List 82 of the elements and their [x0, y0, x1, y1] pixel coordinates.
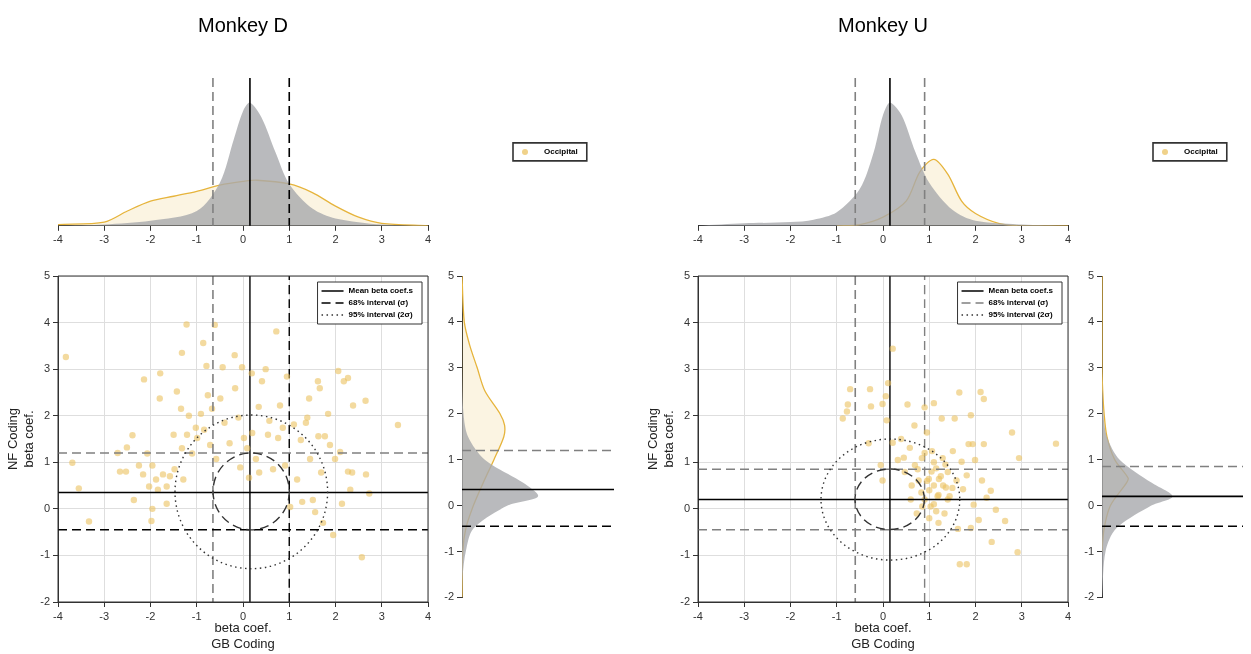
y-tick-label: 5: [1087, 269, 1094, 282]
x-tick-label: 3: [378, 233, 385, 246]
x-tick-label: 1: [286, 233, 293, 246]
y-tick-label: 4: [43, 315, 50, 328]
x-tick-label: 2: [332, 233, 339, 246]
y-tick-label: 0: [683, 501, 690, 514]
x-tick-label: 2: [972, 233, 979, 246]
y-tick-label: 5: [683, 269, 690, 282]
x-tick-label: 2: [332, 609, 339, 622]
y-tick-label: -2: [680, 595, 690, 608]
y-tick-label: 4: [1087, 314, 1094, 327]
y-tick-label: 2: [683, 408, 690, 421]
y-tick-label: -1: [444, 544, 454, 557]
x-tick-label: -2: [145, 609, 156, 622]
y-tick-label: 2: [447, 406, 454, 419]
y-tick-label: 2: [1087, 406, 1094, 419]
legend-label: 95% interval (2σ): [348, 310, 414, 320]
legend-label: 68% interval (σ): [988, 298, 1049, 308]
y-tick-label: 1: [1087, 452, 1094, 465]
y-tick-label: 4: [447, 314, 454, 327]
x-axis-title: beta coef. GB Coding: [851, 620, 915, 651]
legend-label: Occipital: [1184, 147, 1218, 157]
y-axis-title: NF Coding beta coef.: [5, 407, 36, 471]
x-tick-label: 3: [378, 609, 385, 622]
x-tick-label: 0: [239, 233, 247, 246]
y-tick-label: -2: [444, 590, 454, 603]
chart-title: Monkey U: [837, 13, 929, 36]
y-tick-label: 1: [447, 452, 454, 465]
y-tick-label: 1: [683, 455, 690, 468]
x-tick-label: -1: [191, 609, 202, 622]
y-tick-label: -2: [1084, 590, 1094, 603]
x-tick-label: 0: [879, 233, 887, 246]
x-tick-label: -4: [693, 609, 703, 622]
y-tick-label: 5: [447, 269, 454, 282]
x-tick-label: 0: [879, 609, 887, 622]
x-tick-label: -4: [53, 609, 63, 622]
x-tick-label: -2: [145, 233, 156, 246]
y-tick-label: 0: [447, 498, 454, 511]
x-tick-label: 3: [1018, 233, 1025, 246]
y-tick-label: 5: [43, 269, 50, 282]
x-tick-label: 4: [424, 233, 432, 246]
x-tick-label: -1: [831, 609, 842, 622]
legend-label: Mean beta coef.s: [348, 286, 414, 296]
x-tick-label: 2: [972, 609, 979, 622]
y-tick-label: -1: [40, 548, 50, 561]
y-tick-label: 4: [683, 315, 690, 328]
x-tick-label: 1: [926, 609, 933, 622]
y-axis-title: NF Coding beta coef.: [645, 407, 676, 471]
legend-label: Mean beta coef.s: [988, 286, 1054, 296]
y-tick-label: 3: [43, 362, 50, 375]
x-tick-label: -3: [99, 233, 110, 246]
y-tick-label: 0: [43, 501, 50, 514]
x-tick-label: -4: [53, 233, 63, 246]
x-tick-label: -3: [99, 609, 110, 622]
chart-title: Monkey D: [197, 13, 289, 36]
x-tick-label: -3: [739, 233, 750, 246]
y-tick-label: 3: [683, 362, 690, 375]
x-tick-label: -2: [785, 609, 796, 622]
y-tick-label: -1: [1084, 544, 1094, 557]
y-tick-label: 3: [447, 360, 454, 373]
y-tick-label: 2: [43, 408, 50, 421]
x-tick-label: 4: [1064, 233, 1072, 246]
x-axis-title: beta coef. GB Coding: [211, 620, 275, 651]
legend-label: Occipital: [544, 147, 578, 157]
x-tick-label: 4: [424, 609, 432, 622]
y-tick-label: 0: [1087, 498, 1094, 511]
x-tick-label: -3: [739, 609, 750, 622]
y-tick-label: -2: [40, 595, 50, 608]
x-tick-label: 1: [926, 233, 933, 246]
y-tick-label: 1: [43, 455, 50, 468]
y-tick-label: 3: [1087, 360, 1094, 373]
x-tick-label: 0: [239, 609, 247, 622]
x-tick-label: -4: [693, 233, 703, 246]
legend-label: 68% interval (σ): [348, 298, 409, 308]
x-tick-label: -1: [831, 233, 842, 246]
x-tick-label: -2: [785, 233, 796, 246]
legend-label: 95% interval (2σ): [988, 310, 1054, 320]
x-tick-label: -1: [191, 233, 202, 246]
y-tick-label: -1: [680, 548, 690, 561]
x-tick-label: 4: [1064, 609, 1072, 622]
x-tick-label: 3: [1018, 609, 1025, 622]
x-tick-label: 1: [286, 609, 293, 622]
